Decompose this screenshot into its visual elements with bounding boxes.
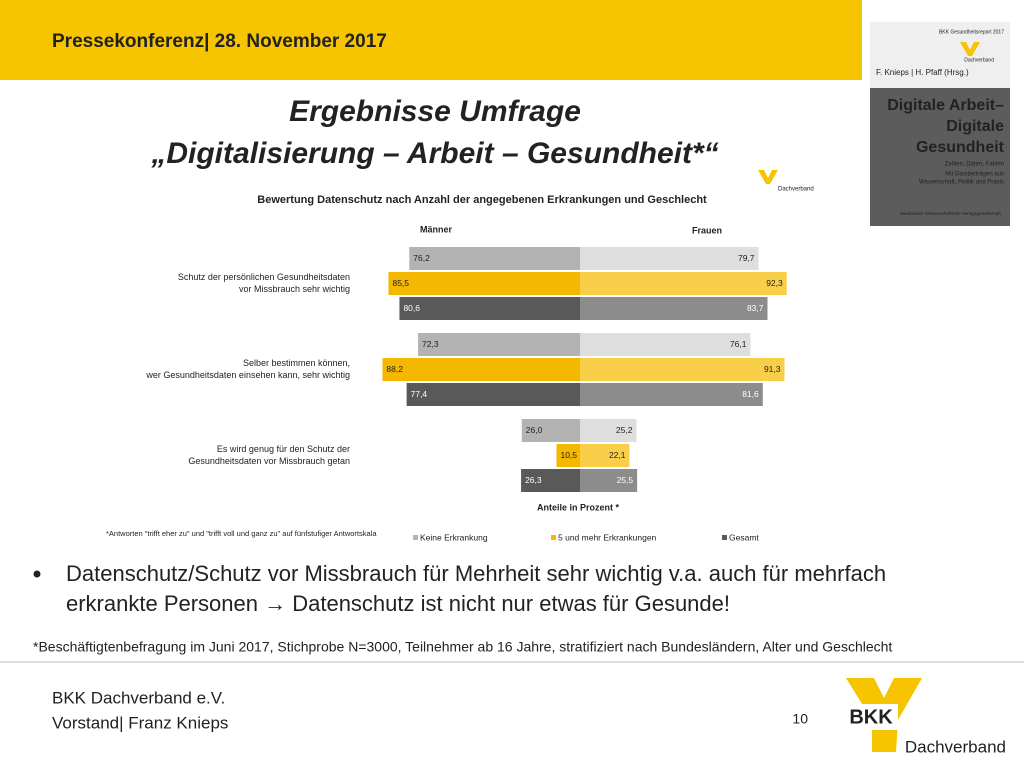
value-label: 77,4 xyxy=(411,389,428,399)
value-label: 26,3 xyxy=(525,475,542,485)
footer-text: Vorstand| Franz Knieps xyxy=(52,713,228,732)
bar xyxy=(399,297,580,320)
book-text: Digitale Arbeit– xyxy=(887,97,1004,114)
logo-text: BKK xyxy=(849,706,893,728)
value-label: 72,3 xyxy=(422,339,439,349)
legend-swatch xyxy=(551,535,556,540)
value-label: 25,2 xyxy=(616,425,633,435)
bar xyxy=(521,419,580,442)
slide-title: „Digitalisierung – Arbeit – Gesundheit*“ xyxy=(150,137,718,170)
bar xyxy=(406,383,580,406)
book-logo-mark xyxy=(960,42,980,56)
value-label: 85,5 xyxy=(392,278,409,288)
category-label: Selber bestimmen können, xyxy=(243,358,350,368)
footer-text: BKK Dachverband e.V. xyxy=(52,688,225,707)
value-label: 81,6 xyxy=(742,389,759,399)
panel-label: Frauen xyxy=(692,225,722,235)
value-label: 76,1 xyxy=(730,339,747,349)
chart-title: Bewertung Datenschutz nach Anzahl der an… xyxy=(257,194,707,206)
small-logo-text: Dachverband xyxy=(778,187,814,193)
value-label: 10,5 xyxy=(560,450,577,460)
logo-box xyxy=(844,704,898,730)
book-text: F. Knieps | H. Pfaff (Hrsg.) xyxy=(876,68,969,77)
category-label: Es wird genug für den Schutz der xyxy=(217,444,350,454)
category-label: vor Missbrauch sehr wichtig xyxy=(239,284,350,294)
bar xyxy=(580,333,751,356)
bar xyxy=(521,469,580,492)
header: Pressekonferenz| 28. November 2017 xyxy=(52,31,387,52)
value-label: 26,0 xyxy=(526,425,543,435)
bar xyxy=(382,358,580,381)
bar xyxy=(418,333,580,356)
footnote: *Beschäftigtenbefragung im Juni 2017, St… xyxy=(33,639,892,655)
panel-label: Männer xyxy=(420,224,453,234)
value-label: 91,3 xyxy=(764,364,781,374)
page-number: 10 xyxy=(792,711,808,727)
book-text: Gesundheit xyxy=(916,139,1005,156)
bar xyxy=(580,247,759,270)
book-top xyxy=(870,22,1010,88)
legend-label: 5 und mehr Erkrankungen xyxy=(558,532,657,542)
legend-swatch xyxy=(722,535,727,540)
legend-label: Keine Erkrankung xyxy=(420,532,488,542)
bar xyxy=(409,247,580,270)
book-text: Digitale xyxy=(946,118,1004,135)
category-label: wer Gesundheitsdaten einsehen kann, sehr… xyxy=(145,370,350,380)
book-text: Medizinisch Wissenschaftliche Verlagsges… xyxy=(900,211,1002,216)
category-label: Gesundheitsdaten vor Missbrauch getan xyxy=(188,456,350,466)
book-text: Dachverband xyxy=(964,57,994,63)
value-label: 79,7 xyxy=(738,253,755,263)
book-text: Wissenschaft, Politik und Praxis xyxy=(919,180,1004,186)
bullet-text: erkrankte Personen → Datenschutz ist nic… xyxy=(66,591,730,616)
small-logo-mark xyxy=(758,170,778,184)
bar xyxy=(580,272,787,295)
bar xyxy=(580,444,630,467)
value-label: 25,5 xyxy=(617,475,634,485)
book-text: Mit Gastbeiträgen aus xyxy=(945,172,1004,178)
value-label: 88,2 xyxy=(386,364,403,374)
value-label: 92,3 xyxy=(766,278,783,288)
bar xyxy=(580,383,763,406)
bar xyxy=(580,469,638,492)
chart: Schutz der persönlichen Gesundheitsdaten… xyxy=(145,247,787,542)
header-band xyxy=(0,0,862,80)
value-label: 76,2 xyxy=(413,253,430,263)
bar xyxy=(388,272,580,295)
bar xyxy=(556,444,580,467)
legend-swatch xyxy=(413,535,418,540)
value-label: 22,1 xyxy=(609,450,626,460)
value-label: 83,7 xyxy=(747,303,764,313)
book-text: Zahlen, Daten, Fakten xyxy=(945,162,1004,168)
legend-label: Gesamt xyxy=(729,532,759,542)
value-label: 80,6 xyxy=(403,303,420,313)
slide-title: Ergebnisse Umfrage xyxy=(289,95,581,128)
bar xyxy=(580,297,768,320)
bullet-text: Datenschutz/Schutz vor Missbrauch für Me… xyxy=(66,561,886,586)
x-axis-label: Anteile in Prozent * xyxy=(537,502,620,512)
book-text: BKK Gesundheitsreport 2017 xyxy=(939,29,1004,35)
bullet-point xyxy=(33,570,41,578)
category-label: Schutz der persönlichen Gesundheitsdaten xyxy=(178,272,350,282)
chart-note: *Antworten "trifft eher zu" und "trifft … xyxy=(106,529,377,538)
logo-sub: Dachverband xyxy=(905,737,1006,756)
bar xyxy=(580,358,785,381)
bar xyxy=(580,419,637,442)
